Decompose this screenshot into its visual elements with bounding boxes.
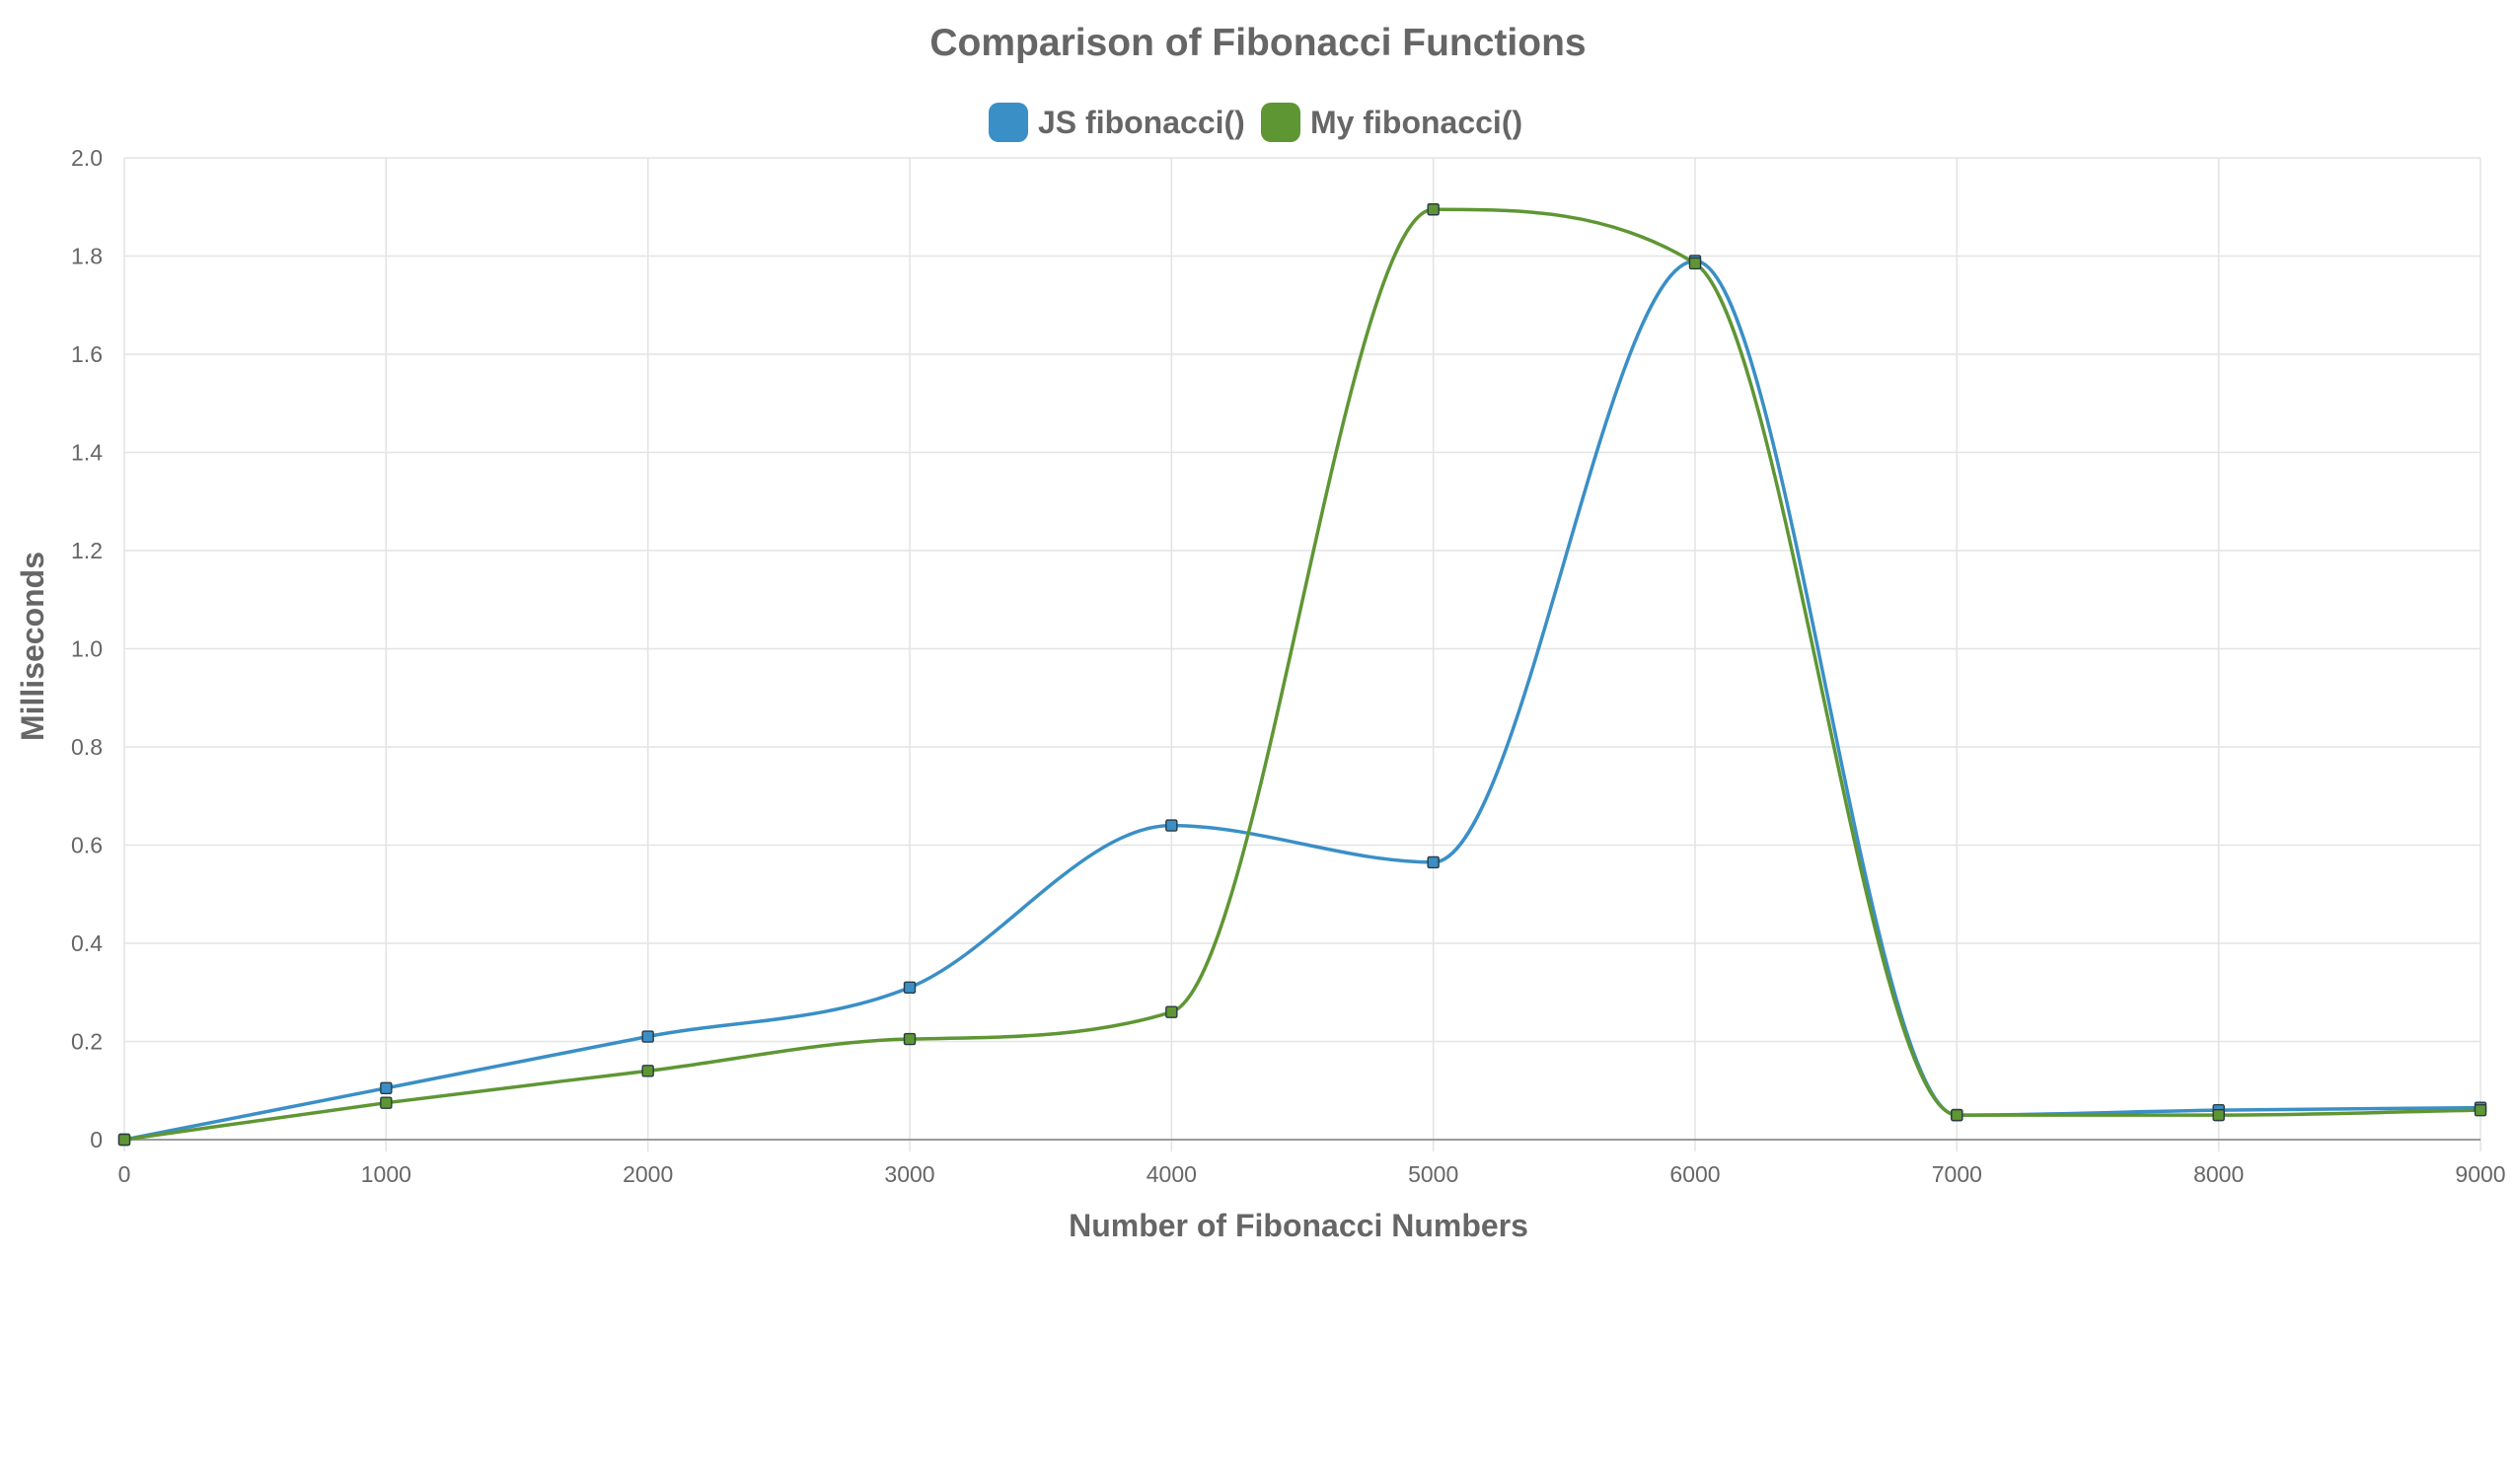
series-line-js-fibonacci bbox=[122, 259, 2482, 1142]
series-points bbox=[117, 203, 2487, 1147]
data-point-my-fibonacci[interactable] bbox=[2474, 1103, 2487, 1117]
legend-label-my-fibonacci: My fibonacci() bbox=[1310, 105, 1522, 140]
legend-swatch-my-fibonacci bbox=[1261, 103, 1300, 142]
x-tick-label: 7000 bbox=[1932, 1161, 1982, 1187]
legend: JS fibonacci() My fibonacci() bbox=[989, 103, 1522, 142]
legend-label-js-fibonacci: JS fibonacci() bbox=[1038, 105, 1245, 140]
data-point-my-fibonacci[interactable] bbox=[2212, 1108, 2225, 1122]
series-lines bbox=[122, 207, 2482, 1142]
x-axis-title: Number of Fibonacci Numbers bbox=[1069, 1208, 1528, 1243]
y-tick-label: 1.8 bbox=[71, 244, 103, 269]
x-tick-label: 5000 bbox=[1408, 1161, 1458, 1187]
y-tick-label: 1.6 bbox=[71, 341, 103, 367]
y-tick-label: 0.2 bbox=[71, 1029, 103, 1055]
x-tick-label: 4000 bbox=[1147, 1161, 1197, 1187]
x-axis-ticks: 0 1000 2000 3000 4000 5000 6000 7000 8000 9000 bbox=[118, 1161, 2506, 1187]
legend-item-my-fibonacci[interactable]: My fibonacci() bbox=[1261, 103, 1522, 142]
y-tick-label: 0.6 bbox=[71, 833, 103, 858]
y-tick-label: 0.4 bbox=[71, 930, 103, 956]
x-tick-label: 8000 bbox=[2193, 1161, 2244, 1187]
x-tick-label: 1000 bbox=[361, 1161, 411, 1187]
y-tick-label: 0 bbox=[90, 1127, 103, 1152]
data-point-my-fibonacci[interactable] bbox=[1165, 1005, 1178, 1018]
gridlines bbox=[123, 157, 2481, 1151]
data-point-my-fibonacci[interactable] bbox=[117, 1133, 131, 1147]
x-tick-label: 9000 bbox=[2455, 1161, 2505, 1187]
data-point-my-fibonacci[interactable] bbox=[1951, 1108, 1963, 1122]
data-point-my-fibonacci[interactable] bbox=[903, 1032, 917, 1046]
x-tick-label: 2000 bbox=[623, 1161, 673, 1187]
y-tick-label: 1.0 bbox=[71, 636, 103, 662]
data-point-js-fibonacci[interactable] bbox=[641, 1030, 654, 1043]
legend-swatch-js-fibonacci bbox=[989, 103, 1028, 142]
data-point-my-fibonacci[interactable] bbox=[641, 1065, 654, 1077]
chart-title: Comparison of Fibonacci Functions bbox=[929, 22, 1586, 64]
series-line-my-fibonacci bbox=[122, 207, 2482, 1142]
data-point-js-fibonacci[interactable] bbox=[903, 981, 917, 994]
data-point-js-fibonacci[interactable] bbox=[1165, 819, 1178, 832]
x-tick-label: 6000 bbox=[1669, 1161, 1720, 1187]
data-point-js-fibonacci[interactable] bbox=[1427, 855, 1440, 869]
data-point-my-fibonacci[interactable] bbox=[1688, 257, 1702, 270]
y-tick-label: 1.4 bbox=[71, 440, 103, 466]
data-point-js-fibonacci[interactable] bbox=[380, 1081, 393, 1094]
y-tick-label: 0.8 bbox=[71, 734, 103, 760]
x-tick-label: 3000 bbox=[884, 1161, 934, 1187]
data-point-my-fibonacci[interactable] bbox=[1427, 203, 1440, 216]
y-axis-title: Milliseconds bbox=[15, 552, 50, 741]
y-axis-ticks: 0 0.2 0.4 0.6 0.8 1.0 1.2 1.4 1.6 1.8 2.0 bbox=[71, 145, 103, 1152]
data-point-my-fibonacci[interactable] bbox=[380, 1096, 393, 1109]
y-tick-label: 1.2 bbox=[71, 538, 103, 563]
x-tick-label: 0 bbox=[118, 1161, 131, 1187]
y-tick-label: 2.0 bbox=[71, 145, 103, 171]
legend-item-js-fibonacci[interactable]: JS fibonacci() bbox=[989, 103, 1245, 142]
